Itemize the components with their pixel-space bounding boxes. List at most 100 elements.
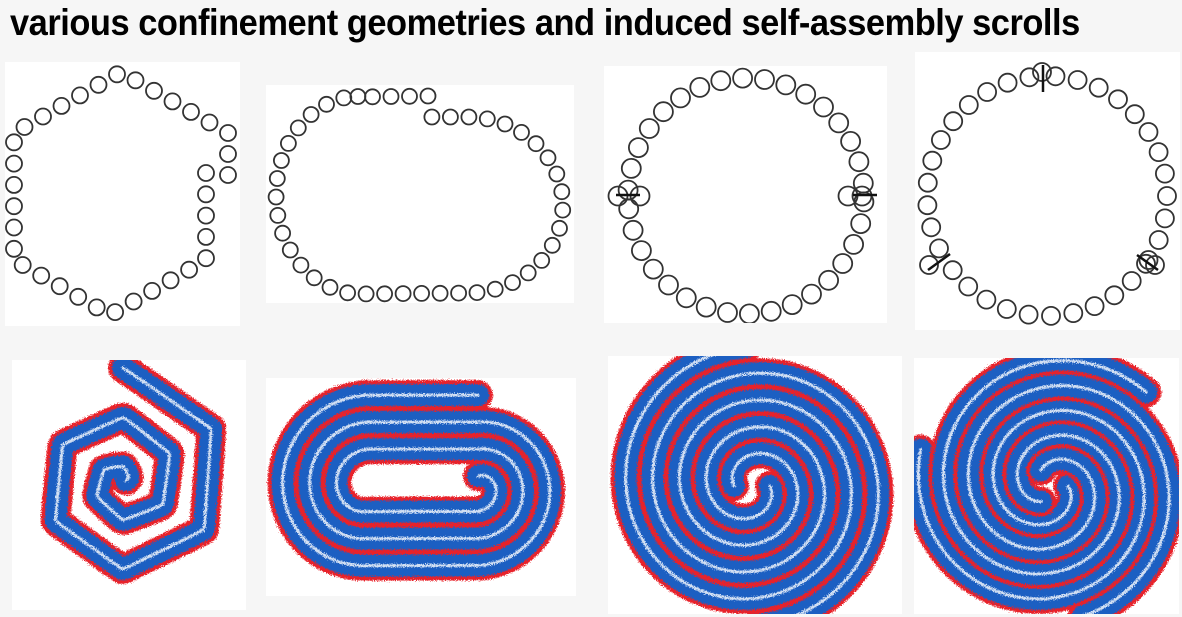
bead	[1121, 271, 1142, 291]
bead	[695, 296, 717, 318]
bead	[732, 67, 753, 89]
bead	[1045, 66, 1066, 87]
bead	[760, 300, 782, 322]
bead	[840, 130, 861, 152]
bead	[292, 256, 310, 274]
bead	[339, 284, 357, 302]
spiral-arm-band	[610, 356, 867, 614]
bead	[1155, 163, 1175, 184]
bead	[976, 289, 997, 310]
bead	[269, 206, 287, 224]
bead	[958, 276, 979, 297]
membrane-core-line	[651, 371, 880, 614]
spiral-arm-band	[914, 395, 1160, 614]
bead	[34, 107, 52, 126]
bead	[942, 260, 963, 281]
bead	[180, 260, 199, 279]
tether-marker	[927, 252, 951, 272]
bead	[781, 294, 803, 316]
scroll-three-arm-spiral-panel	[914, 358, 1179, 614]
bead	[197, 206, 215, 225]
bead	[795, 83, 817, 105]
bead	[376, 285, 394, 303]
bead	[267, 188, 285, 206]
bead	[1041, 305, 1061, 326]
bead	[52, 97, 71, 115]
bead	[279, 134, 297, 152]
circle-two-arm-bead-ring	[607, 67, 877, 323]
bead	[1155, 208, 1175, 229]
hexagonal-membrane-band	[40, 360, 227, 584]
bead	[1157, 186, 1177, 206]
bead	[533, 251, 551, 269]
bead	[219, 124, 237, 142]
confinement-hexagon-panel	[5, 62, 240, 326]
bead	[1104, 285, 1125, 306]
bead	[124, 292, 143, 311]
bead	[670, 87, 691, 109]
bead	[675, 287, 697, 309]
bead	[272, 152, 290, 169]
bead	[1124, 104, 1145, 125]
bead	[5, 197, 23, 216]
bead	[539, 149, 557, 167]
bead	[419, 87, 437, 105]
bead	[197, 227, 215, 246]
bead	[87, 298, 106, 317]
bead	[642, 258, 664, 280]
bead	[548, 165, 566, 183]
bead	[943, 111, 964, 132]
bead	[622, 219, 644, 241]
bead	[653, 101, 674, 123]
bead	[638, 118, 660, 139]
bead	[828, 112, 850, 134]
bead	[357, 285, 375, 303]
bead	[423, 108, 441, 126]
confinement-circle-three-arm-panel	[915, 52, 1180, 330]
bead	[754, 69, 775, 90]
bead	[321, 278, 339, 296]
bead	[161, 271, 180, 290]
bead	[305, 269, 323, 287]
bead	[5, 239, 23, 258]
bead	[69, 287, 88, 306]
bead	[996, 299, 1017, 319]
bead	[813, 96, 834, 118]
bead	[318, 95, 335, 113]
membrane-core-line	[54, 366, 213, 571]
bead	[281, 241, 299, 259]
bead	[197, 249, 215, 268]
bead	[1067, 70, 1088, 90]
bead	[1138, 250, 1159, 270]
bead	[631, 240, 652, 262]
bead	[5, 133, 23, 152]
bead	[106, 303, 124, 322]
bead	[628, 137, 649, 159]
spiral-arm-band	[928, 358, 1162, 589]
membrane-core-line	[624, 356, 853, 601]
figure-title: various confinement geometries and induc…	[10, 2, 1080, 43]
tether-marker	[1136, 253, 1159, 272]
bead	[1138, 122, 1159, 142]
bead	[197, 185, 215, 204]
bead	[450, 284, 468, 302]
bead	[1136, 253, 1156, 274]
bead	[513, 123, 530, 141]
bead	[848, 151, 870, 173]
bead	[843, 233, 864, 255]
bead	[1084, 296, 1105, 317]
bead	[401, 87, 418, 105]
bead	[554, 201, 572, 219]
bead	[13, 256, 32, 274]
bead	[997, 72, 1018, 93]
bead	[5, 175, 23, 194]
scroll-stadium-panel	[266, 378, 576, 596]
bead	[717, 302, 738, 323]
stadium-membrane-band	[267, 380, 565, 581]
bead	[268, 170, 286, 187]
bead	[200, 113, 219, 132]
bead	[274, 224, 292, 242]
bead	[32, 266, 51, 285]
bead	[50, 277, 69, 296]
bead	[335, 89, 353, 107]
